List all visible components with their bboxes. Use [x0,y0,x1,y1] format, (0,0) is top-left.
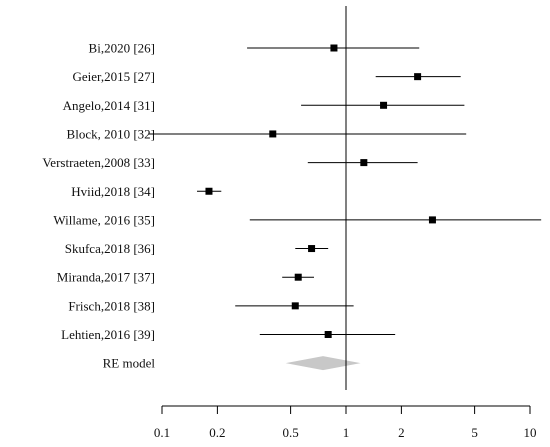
study-row: Lehtien,2016 [39] [61,327,396,342]
study-rows: Bi,2020 [26] Geier,2015 [27] Angelo,2014 [… [42,41,542,342]
study-label: Willame, 2016 [35] [53,212,155,227]
study-label: Frisch,2018 [38] [68,298,155,313]
study-row: Angelo,2014 [31] [63,98,465,113]
study-row: Frisch,2018 [38] [68,298,354,313]
study-label: Block, 2010 [32] [67,126,155,141]
point-estimate-marker [414,73,422,81]
study-row: Miranda,2017 [37] [57,270,314,285]
x-tick-label: 10 [524,425,537,440]
study-row: Geier,2015 [27] [72,69,461,84]
summary-row: RE model [103,356,361,371]
study-row: Willame, 2016 [35] [53,212,542,227]
x-tick-label: 2 [398,425,405,440]
x-tick-label: 1 [343,425,350,440]
x-tick-label: 0.1 [154,425,170,440]
point-estimate-marker [269,130,277,138]
study-label: Skufca,2018 [36] [65,241,155,256]
x-tick-label: 5 [471,425,478,440]
summary-diamond [285,356,361,371]
point-estimate-marker [205,187,213,195]
point-estimate-marker [330,44,338,52]
point-estimate-marker [360,159,368,167]
study-label: Miranda,2017 [37] [57,270,155,285]
study-row: Hviid,2018 [34] [71,184,222,199]
x-axis: 0.1 0.2 0.5 1 2 5 10 [154,405,537,440]
study-label: Hviid,2018 [34] [71,184,155,199]
point-estimate-marker [380,101,388,109]
point-estimate-marker [294,273,302,281]
study-label: Angelo,2014 [31] [63,98,155,113]
study-row: Skufca,2018 [36] [65,241,329,256]
study-label: Verstraeten,2008 [33] [42,155,155,170]
summary-label: RE model [103,356,156,371]
point-estimate-marker [291,302,299,310]
x-tick-label: 0.2 [209,425,225,440]
study-label: Geier,2015 [27] [72,69,155,84]
x-tick-label: 0.5 [282,425,298,440]
point-estimate-marker [308,245,316,253]
study-row: Verstraeten,2008 [33] [42,155,418,170]
point-estimate-marker [428,216,436,224]
point-estimate-marker [324,331,332,338]
study-label: Bi,2020 [26] [89,41,155,56]
study-row: Bi,2020 [26] [89,41,420,56]
study-label: Lehtien,2016 [39] [61,327,155,342]
study-row: Block, 2010 [32] [67,126,467,141]
